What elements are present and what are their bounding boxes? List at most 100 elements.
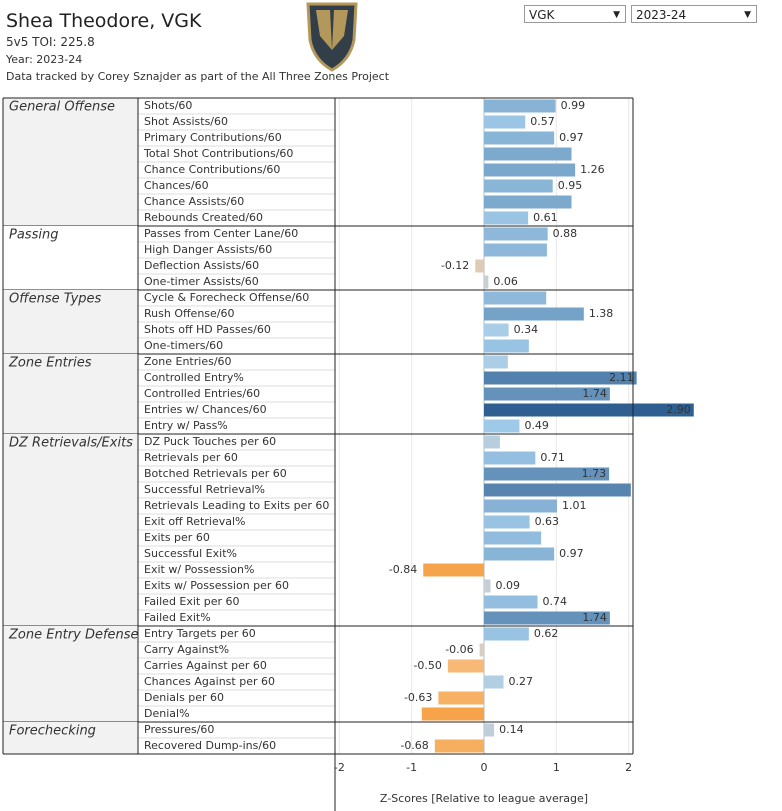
category-label: Denials per 60 xyxy=(144,691,224,704)
category-label: Exit off Retrieval% xyxy=(144,515,245,528)
group-cell xyxy=(3,434,138,626)
category-label: Retrievals Leading to Exits per 60 xyxy=(144,499,329,512)
bar xyxy=(484,515,530,529)
value-label: 0.99 xyxy=(561,99,586,112)
value-label: 0.14 xyxy=(499,723,524,736)
bar xyxy=(484,531,542,545)
group-cell xyxy=(3,626,138,722)
bar xyxy=(484,675,504,689)
group-cell xyxy=(3,290,138,354)
bar xyxy=(484,227,548,241)
category-label: Rush Offense/60 xyxy=(144,307,235,320)
bar xyxy=(484,147,572,161)
value-label: 1.74 xyxy=(582,387,607,400)
value-label: 0.61 xyxy=(533,211,558,224)
bar xyxy=(484,115,526,129)
value-label: 0.57 xyxy=(530,115,555,128)
bar xyxy=(484,291,547,305)
x-tick-label: 0 xyxy=(481,761,488,774)
x-tick-label: 1 xyxy=(553,761,560,774)
category-label: Carries Against per 60 xyxy=(144,659,267,672)
category-label: Deflection Assists/60 xyxy=(144,259,259,272)
team-value: VGK xyxy=(529,8,555,22)
team-dropdown[interactable]: VGK ▼ xyxy=(524,5,626,23)
x-axis-label: Z-Scores [Relative to league average] xyxy=(380,792,588,805)
bar xyxy=(484,387,610,401)
bar xyxy=(484,163,576,177)
value-label: 0.34 xyxy=(514,323,539,336)
group-label: Passing xyxy=(9,228,58,243)
bar xyxy=(421,707,484,721)
bar xyxy=(484,355,508,369)
group-cell xyxy=(3,98,138,226)
team-logo xyxy=(306,2,358,72)
bar xyxy=(479,643,484,657)
category-label: Controlled Entry% xyxy=(144,371,244,384)
value-label: 0.97 xyxy=(559,131,584,144)
bar xyxy=(484,451,536,465)
bar xyxy=(484,99,556,113)
category-label: Failed Exit% xyxy=(144,611,211,624)
value-label: 1.26 xyxy=(580,163,605,176)
x-tick-label: -1 xyxy=(406,761,417,774)
category-label: One-timer Assists/60 xyxy=(144,275,259,288)
value-label: 0.27 xyxy=(509,675,534,688)
group-cell xyxy=(3,226,138,290)
category-label: Chances Against per 60 xyxy=(144,675,275,688)
category-label: Controlled Entries/60 xyxy=(144,387,260,400)
x-tick-label: 2 xyxy=(625,761,632,774)
bar xyxy=(484,419,520,433)
bar xyxy=(484,179,553,193)
bar xyxy=(484,723,495,737)
value-label: -0.50 xyxy=(413,659,441,672)
value-label: 0.71 xyxy=(540,451,565,464)
value-label: -0.06 xyxy=(445,643,473,656)
category-label: Cycle & Forecheck Offense/60 xyxy=(144,291,309,304)
bar xyxy=(484,371,637,385)
category-label: Exits w/ Possession per 60 xyxy=(144,579,289,592)
bar xyxy=(484,243,547,257)
category-label: Failed Exit per 60 xyxy=(144,595,240,608)
category-label: Primary Contributions/60 xyxy=(144,131,282,144)
group-label: Zone Entries xyxy=(8,356,92,371)
group-label: Forechecking xyxy=(9,724,96,739)
category-label: Zone Entries/60 xyxy=(144,355,232,368)
bar xyxy=(484,483,631,497)
category-label: Denial% xyxy=(144,707,190,720)
value-label: 1.73 xyxy=(582,467,607,480)
value-label: 1.01 xyxy=(562,499,587,512)
bar xyxy=(475,259,484,273)
bar xyxy=(484,435,500,449)
value-label: 0.88 xyxy=(553,227,578,240)
season-value: 2023-24 xyxy=(636,8,687,22)
value-label: -0.68 xyxy=(400,739,428,752)
bar xyxy=(484,579,491,593)
bar xyxy=(434,739,484,753)
bar xyxy=(438,691,484,705)
value-label: 0.06 xyxy=(493,275,518,288)
header: Shea Theodore, VGK 5v5 TOI: 225.8 Year: … xyxy=(6,10,389,83)
bar xyxy=(484,211,529,225)
category-label: Total Shot Contributions/60 xyxy=(143,147,293,160)
category-label: Carry Against% xyxy=(144,643,229,656)
bar xyxy=(484,195,572,209)
category-label: Chance Contributions/60 xyxy=(144,163,280,176)
category-label: One-timers/60 xyxy=(144,339,223,352)
value-label: 0.49 xyxy=(524,419,549,432)
year: Year: 2023-24 xyxy=(6,53,83,66)
group-label: General Offense xyxy=(9,100,115,115)
bar xyxy=(484,499,558,513)
category-label: Shots off HD Passes/60 xyxy=(144,323,271,336)
title: Shea Theodore, VGK xyxy=(6,10,202,32)
toi-value: 225.8 xyxy=(60,35,95,49)
bar xyxy=(484,611,610,625)
x-tick-label: -2 xyxy=(334,761,345,774)
value-label: 1.38 xyxy=(589,307,614,320)
value-label: 0.97 xyxy=(559,547,584,560)
season-dropdown[interactable]: 2023-24 ▼ xyxy=(631,5,757,23)
value-label: -0.84 xyxy=(389,563,417,576)
bar xyxy=(484,595,538,609)
category-label: Entry Targets per 60 xyxy=(144,627,256,640)
